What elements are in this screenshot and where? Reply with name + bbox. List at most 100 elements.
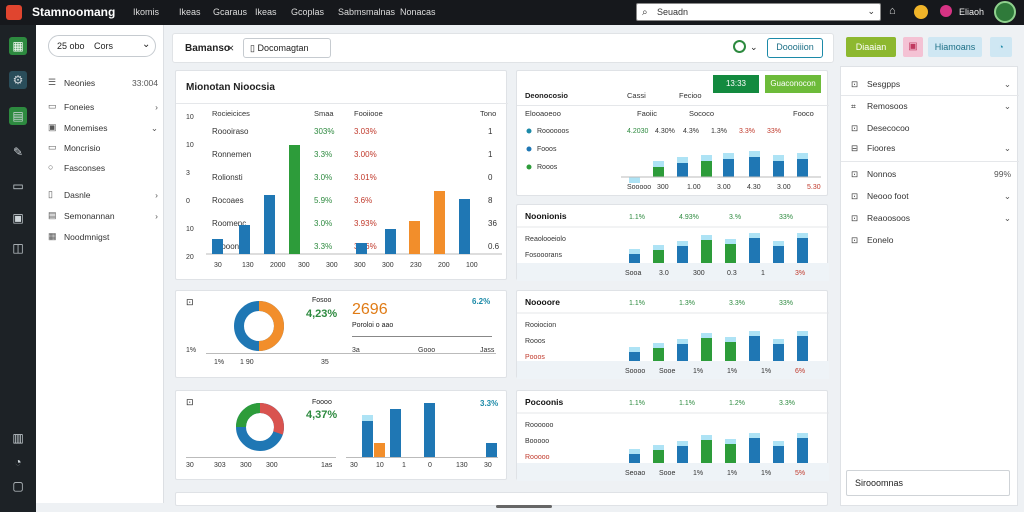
sidebar-item[interactable]: ○ Fasconses <box>48 162 106 173</box>
table-cell: 3.3% <box>314 150 333 159</box>
image-icon[interactable]: ▣ <box>903 37 923 57</box>
bar <box>749 331 760 361</box>
bar <box>385 229 396 254</box>
nav-item-1[interactable]: Ikomis <box>133 7 160 17</box>
tick: 30 <box>186 462 194 469</box>
chat-icon[interactable]: ▢ <box>12 479 24 493</box>
clock-icon[interactable]: ◔ <box>990 37 1012 57</box>
bar-segment <box>797 331 808 336</box>
grid-icon[interactable]: ▦ <box>9 37 27 55</box>
badge[interactable]: 13:33 <box>713 75 759 93</box>
sidebar-item[interactable]: ▦ Noodmnigst <box>48 231 110 242</box>
tick: 1as <box>321 462 333 469</box>
sidebar-item[interactable]: ▣ Monemises ⌄ <box>48 122 158 133</box>
action-button-3[interactable]: Hiamoans <box>928 37 982 57</box>
bar <box>374 443 385 457</box>
document-tab[interactable]: ▯ Docomagtan <box>243 38 331 58</box>
bar <box>773 241 784 263</box>
bar <box>434 191 445 254</box>
y-tick: 10 <box>186 114 194 121</box>
footer-band <box>517 361 829 379</box>
bar <box>797 153 808 177</box>
bar <box>362 415 373 457</box>
calendar-icon[interactable]: ▥ <box>12 431 24 445</box>
sidebar-item[interactable]: ▤ Semonannan › <box>48 210 158 221</box>
pen-icon[interactable]: ✎ <box>12 145 24 159</box>
project-selector[interactable]: 25 obo <box>48 35 156 57</box>
legend-label: Pooos <box>525 354 545 361</box>
scrollbar[interactable] <box>496 505 552 508</box>
x-tick: 0.3 <box>727 270 737 277</box>
tick: Gooo <box>418 347 436 354</box>
search-input[interactable]: ⌕ Seuadn ⌄ <box>636 3 881 21</box>
table-cell: 3.00% <box>354 150 377 159</box>
column-header: Rocieicices <box>212 109 250 118</box>
big-value: 2696 <box>352 301 388 318</box>
bar <box>677 241 688 263</box>
selector-value: 25 obo <box>57 41 85 51</box>
search-placeholder: Seuadn <box>657 7 689 17</box>
badge[interactable]: Guaconocon <box>765 75 821 93</box>
bar-segment <box>409 221 420 231</box>
bar <box>725 337 736 361</box>
monitor-icon[interactable]: ▭ <box>12 179 24 193</box>
table-cell: 3.3% <box>314 242 333 251</box>
bar <box>629 449 640 463</box>
profile-dot-icon[interactable] <box>940 5 952 17</box>
bar-segment <box>725 239 736 244</box>
table-cell: 303% <box>314 127 335 136</box>
status-icon[interactable] <box>914 5 928 19</box>
primary-action-button[interactable]: Doooiiion <box>767 38 823 58</box>
nav-item-3[interactable]: Gcaraus <box>213 7 248 17</box>
bar-segment <box>749 233 760 238</box>
sidebar: 25 obo Cors ⌄ ☰ Neonies 33:004 ▭ Foneies › ▣… <box>36 25 164 503</box>
bar-segment <box>701 435 712 440</box>
close-icon[interactable]: ⨯ <box>227 43 235 53</box>
nav-item-4[interactable]: Ikeas <box>255 7 277 17</box>
card-icon: ⊡ <box>186 397 194 407</box>
bar <box>629 347 640 361</box>
sidebar-item[interactable]: ▭ Foneies › <box>48 101 158 112</box>
x-tick: 1% <box>693 368 703 375</box>
chevron-down-icon[interactable]: ⌄ <box>142 39 151 50</box>
action-button-1[interactable]: Diaaian <box>846 37 896 57</box>
box-icon[interactable]: ◫ <box>12 241 24 255</box>
bar <box>212 239 223 254</box>
image-icon[interactable]: ▣ <box>12 211 24 225</box>
nav-item-5[interactable]: Gcoplas <box>291 7 325 17</box>
panel-footer-input[interactable]: Sirooomnas <box>846 470 1010 496</box>
nav-item-6[interactable]: Sabmsmalnas <box>338 7 396 17</box>
bar-segment <box>749 331 760 336</box>
sidebar-item[interactable]: ▯ Dasnle › <box>48 189 158 200</box>
tick: 1% <box>186 347 197 354</box>
nav-item-2[interactable]: Ikeas <box>179 7 201 17</box>
nav-item-7[interactable]: Nonacas <box>400 7 436 17</box>
summary-card-2: Noonionis 1.1% 4.93% 3.% 33% Reaolooeiolo Foso… <box>516 204 829 281</box>
table-cell: 5.9% <box>314 196 333 205</box>
tab[interactable]: Cassi <box>627 91 646 100</box>
settings-icon[interactable]: ⚙ <box>9 71 27 89</box>
clock-icon[interactable]: ◔ <box>14 455 22 469</box>
bar <box>677 157 688 177</box>
pct-label: 1.1% <box>629 214 645 221</box>
bar <box>264 195 275 254</box>
avatar[interactable] <box>994 1 1016 23</box>
tick: 30 <box>484 462 492 469</box>
chevron-down-icon[interactable]: ⌄ <box>867 6 875 16</box>
notification-icon[interactable]: ⌂ <box>889 5 896 17</box>
table-icon[interactable]: ▤ <box>9 107 27 125</box>
legend-label: Roooooos <box>537 128 569 135</box>
sidebar-item[interactable]: ▭ Moncrisio <box>48 142 101 153</box>
sidebar-item[interactable]: ☰ Neonies 33:004 <box>48 77 158 88</box>
chevron-down-icon[interactable]: ⌄ <box>750 42 758 52</box>
tab[interactable]: Fecioo <box>679 91 702 100</box>
pct-label: 1.2% <box>729 400 745 407</box>
table-cell: 36 <box>488 219 497 228</box>
legend-label: Rooooo <box>525 454 550 461</box>
bar <box>424 403 435 457</box>
x-tick: 3% <box>795 270 805 277</box>
pct-label: 4.30% <box>655 128 675 135</box>
pct-label: 3.3% <box>779 400 795 407</box>
user-name[interactable]: Eliaoh <box>959 7 985 17</box>
x-tick: 1% <box>761 470 771 477</box>
